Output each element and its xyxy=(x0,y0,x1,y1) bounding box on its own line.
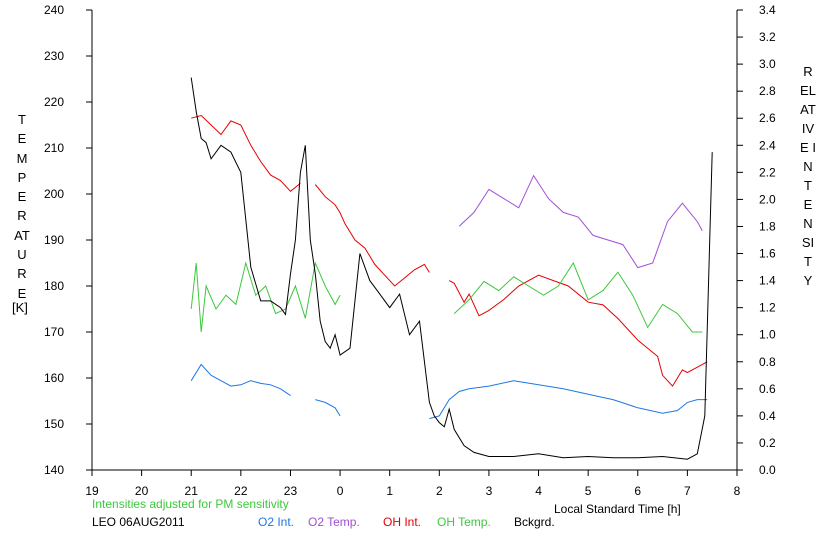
y-left-tick-label: 220 xyxy=(44,95,64,109)
y-right-tick-label: 0.6 xyxy=(759,382,776,396)
series-o2-int xyxy=(315,399,341,417)
x-tick-label: 3 xyxy=(486,484,493,498)
series-oh-temp xyxy=(453,261,703,333)
y-right-tick-label: 1.0 xyxy=(759,328,776,342)
x-tick-label: 1 xyxy=(386,484,393,498)
series-layer xyxy=(190,77,713,460)
x-tick-label: 6 xyxy=(634,484,641,498)
series-o2-temp xyxy=(458,174,703,269)
y-left-tick-label: 180 xyxy=(44,279,64,293)
y-left-tick-label: 210 xyxy=(44,141,64,155)
y-left-tick-label: 240 xyxy=(44,3,64,17)
y-right-tick-label: 3.4 xyxy=(759,3,776,17)
y-right-tick-label: 0.4 xyxy=(759,409,776,423)
legend-oh-int: OH Int. xyxy=(383,515,422,529)
legend-bckgrd: Bckgrd. xyxy=(514,515,555,529)
y-right-tick-label: 0.8 xyxy=(759,355,776,369)
y-right-tick-label: 1.8 xyxy=(759,219,776,233)
y-right-tick-label: 2.4 xyxy=(759,138,776,152)
y-left-tick-label: 190 xyxy=(44,233,64,247)
x-tick-label: 21 xyxy=(185,484,199,498)
x-tick-label: 19 xyxy=(85,484,99,498)
series-o2-int xyxy=(190,363,291,397)
series-o2-int xyxy=(429,380,708,420)
y-right-tick-label: 1.2 xyxy=(759,301,776,315)
series-oh-int xyxy=(314,184,430,287)
y-right-label: RELATIVE INTENSITY xyxy=(800,64,816,288)
y-right-tick-label: 1.4 xyxy=(759,274,776,288)
y-left-tick-label: 200 xyxy=(44,187,64,201)
y-right-tick-label: 2.8 xyxy=(759,84,776,98)
x-tick-label: 20 xyxy=(135,484,149,498)
y-left-tick-label: 160 xyxy=(44,371,64,385)
y-right-tick-label: 2.2 xyxy=(759,165,776,179)
legend-oh-temp: OH Temp. xyxy=(437,515,491,529)
station-date: LEO 06AUG2011 xyxy=(92,515,185,529)
y-right-tick-label: 3.2 xyxy=(759,30,776,44)
series-oh-int xyxy=(191,114,301,192)
x-tick-label: 7 xyxy=(684,484,691,498)
note-pm-sensitivity: Intensities adjusted for PM sensitivity xyxy=(92,497,289,511)
y-right-tick-label: 0.0 xyxy=(759,463,776,477)
y-right-tick-label: 2.0 xyxy=(759,192,776,206)
y-right-tick-label: 3.0 xyxy=(759,57,776,71)
y-left-unit: [K] xyxy=(12,300,28,315)
x-tick-label: 2 xyxy=(436,484,443,498)
y-right-tick-label: 2.6 xyxy=(759,111,776,125)
series-bckgrd xyxy=(190,77,713,460)
y-right-tick-label: 1.6 xyxy=(759,247,776,261)
x-tick-label: 23 xyxy=(284,484,298,498)
x-tick-label: 8 xyxy=(734,484,741,498)
x-tick-label: 5 xyxy=(585,484,592,498)
tick-layer: 19 20 21 22 23 0 1 2 3 4 5 6 7 8140150160170180190200… xyxy=(44,3,776,498)
y-left-tick-label: 170 xyxy=(44,325,64,339)
x-tick-label: 22 xyxy=(234,484,248,498)
axis-layer xyxy=(91,10,738,471)
series-oh-int xyxy=(448,274,708,387)
x-tick-label: 4 xyxy=(535,484,542,498)
x-axis-label: Local Standard Time [h] xyxy=(554,502,681,516)
y-right-tick-label: 0.2 xyxy=(759,436,776,450)
y-left-tick-label: 140 xyxy=(44,463,64,477)
legend-o2-int: O2 Int. xyxy=(258,515,295,529)
legend-o2-temp: O2 Temp. xyxy=(308,515,360,529)
y-left-tick-label: 230 xyxy=(44,49,64,63)
series-oh-temp xyxy=(190,261,341,333)
x-tick-label: 0 xyxy=(337,484,344,498)
y-left-tick-label: 150 xyxy=(44,417,64,431)
y-left-label: TEMPERATURE xyxy=(14,112,30,301)
